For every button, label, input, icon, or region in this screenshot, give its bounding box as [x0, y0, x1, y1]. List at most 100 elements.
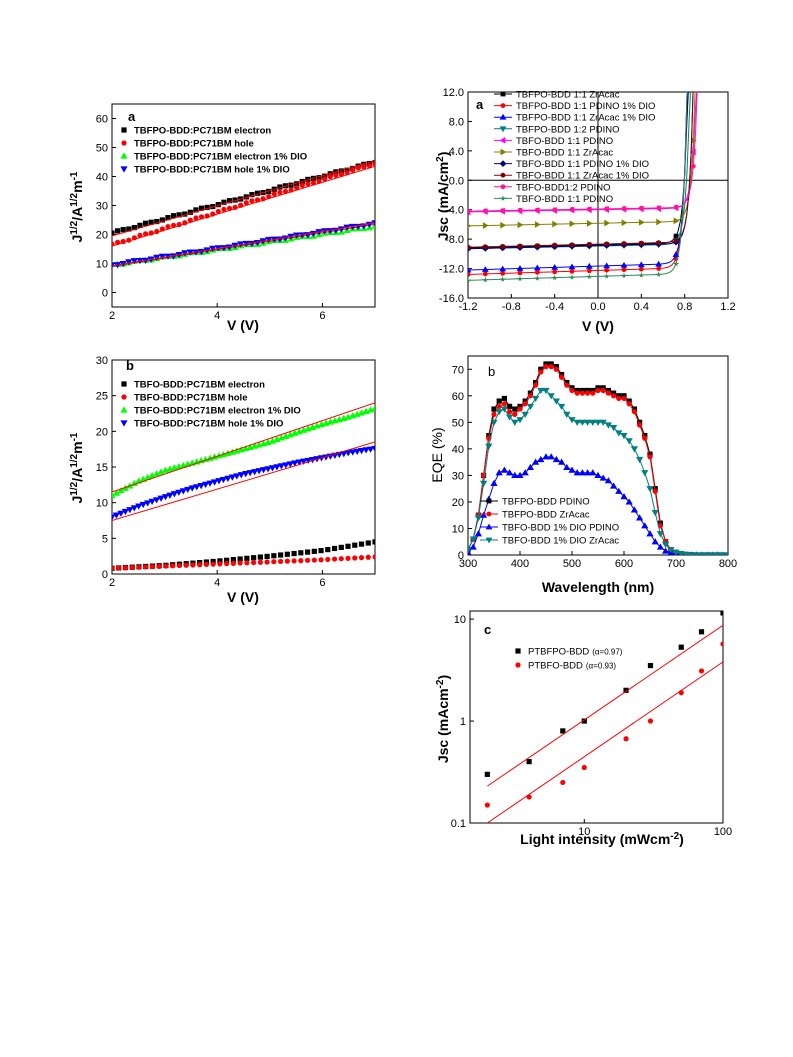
fit-line [112, 441, 375, 521]
data-point [190, 562, 196, 568]
y-axis-label: J1/2/A1/2m-1 [69, 432, 85, 503]
y-axis-label: J1/2/A1/2m-1 [69, 171, 85, 242]
panel-label: b [488, 364, 495, 379]
data-point [202, 481, 210, 489]
series-5 [468, 92, 697, 229]
data-point [604, 267, 610, 273]
data-point [662, 547, 670, 554]
y-tick-label: 40 [452, 444, 464, 456]
data-point [259, 467, 268, 474]
legend-marker [500, 148, 507, 156]
data-point [621, 395, 627, 402]
data-point [358, 555, 365, 561]
series-line [468, 92, 688, 281]
data-point [647, 451, 653, 457]
data-point [233, 473, 241, 480]
data-point [372, 554, 375, 560]
legend-entry: TBFO-BDD 1% DIO PDINO [480, 523, 619, 534]
data-point [500, 244, 506, 249]
data-point [656, 218, 663, 226]
data-point [637, 261, 645, 268]
data-point [268, 465, 277, 472]
y-axis-label: EQE (%) [429, 427, 445, 482]
data-point [251, 559, 257, 566]
data-point [163, 563, 169, 569]
legend-entry: TBFO-BDD:PC71BM hole 1% DIO [120, 419, 283, 430]
y-tick-label: 60 [452, 391, 464, 403]
data-point [165, 215, 171, 221]
legend-marker [500, 172, 506, 178]
data-point [137, 222, 143, 228]
data-point [365, 540, 371, 546]
data-point [291, 550, 297, 557]
data-point [630, 506, 638, 513]
x-tick-label: -0.8 [502, 301, 521, 313]
data-point [691, 82, 696, 87]
data-point [516, 417, 524, 424]
data-point [130, 505, 138, 512]
data-point [499, 265, 507, 272]
data-point [485, 443, 493, 450]
data-point [569, 385, 575, 391]
legend-entry: TBFO-BDD 1:1 PDINO [494, 136, 613, 147]
data-point [516, 471, 524, 478]
data-point [349, 449, 357, 456]
data-point [491, 411, 497, 417]
data-point [656, 531, 664, 538]
data-point [130, 258, 138, 265]
data-point [708, 552, 716, 555]
legend-label: TBFPO-BDD 1:1 ZrAcac [516, 90, 620, 101]
data-point [656, 205, 662, 211]
data-point [221, 199, 227, 205]
data-point [538, 366, 544, 372]
data-point [304, 557, 311, 563]
x-tick-label: 500 [563, 558, 581, 570]
data-point [117, 510, 125, 517]
data-point [626, 401, 632, 407]
y-tick-label: 1 [460, 716, 466, 728]
x-axis-label: V (V) [227, 317, 259, 333]
data-point [158, 253, 166, 260]
data-point [353, 448, 361, 455]
legend-entry: PTBFPO-BDD (α=0.97) [515, 647, 623, 658]
data-point [244, 560, 250, 566]
data-point [559, 371, 565, 378]
data-point [152, 497, 161, 504]
data-point [573, 419, 581, 426]
data-point [340, 451, 348, 458]
data-point [625, 498, 633, 505]
data-point [693, 552, 701, 555]
data-point [724, 552, 728, 555]
data-point [563, 463, 571, 471]
data-point [547, 393, 555, 400]
legend-entry: TBFO-BDD:PC71BM electron [121, 380, 265, 391]
data-point [673, 238, 679, 244]
panel-label: a [476, 97, 484, 112]
data-point [656, 543, 664, 550]
y-tick-label: -16.0 [439, 293, 464, 305]
data-point [690, 79, 697, 86]
data-point [637, 419, 643, 425]
data-point [149, 564, 156, 570]
data-point [344, 450, 352, 457]
data-point [516, 275, 524, 282]
data-point [490, 419, 498, 426]
data-point [564, 382, 570, 388]
x-tick-label: 0.8 [677, 301, 692, 313]
data-point [626, 398, 632, 404]
data-point [148, 219, 154, 225]
data-point [631, 406, 637, 412]
data-point [585, 390, 591, 396]
legend-entry: TBFPO-BDD 1:1 ZrAcac 1% DIO [494, 113, 655, 124]
data-point [652, 488, 658, 494]
legend-entry: TBFO-BDD:PC71BM hole [121, 393, 247, 404]
data-point [655, 271, 663, 277]
data-point [495, 409, 503, 416]
data-point [517, 403, 523, 410]
data-point [295, 459, 303, 466]
data-point [482, 208, 488, 214]
data-point [638, 205, 644, 211]
data-point [282, 462, 290, 469]
data-point [500, 406, 508, 413]
chart-panel-middle-right: 300 400 500 600 700 800 0 10 20 30 40 50 60 70 b TBF… [429, 355, 737, 595]
